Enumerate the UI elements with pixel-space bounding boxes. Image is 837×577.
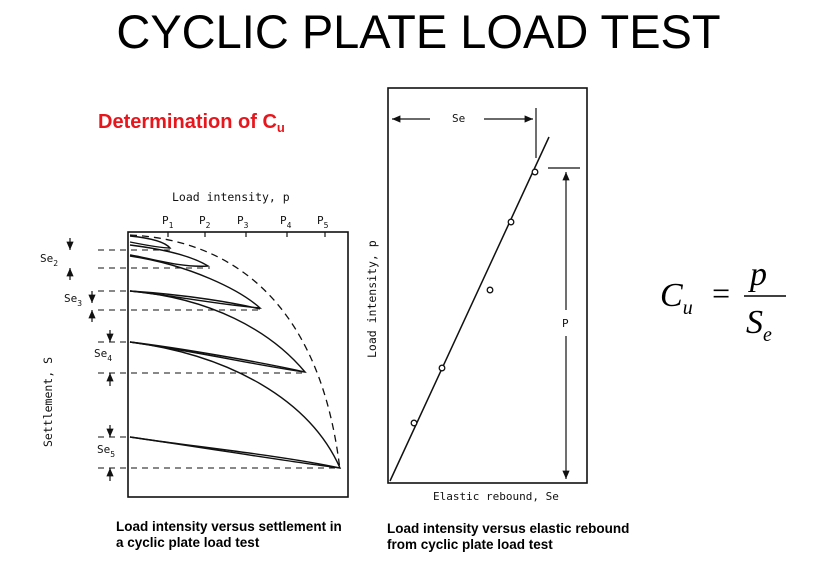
rebound-dimension-arrows: [66, 238, 114, 481]
rebound-y-axis-label: Load intensity, p: [365, 240, 379, 358]
data-point: [410, 419, 418, 427]
envelope-curve: [129, 234, 341, 471]
rebound-label-se2: Se2: [40, 252, 58, 268]
rebound-x-axis-label: Elastic rebound, Se: [433, 490, 559, 503]
rebound-data-points: [410, 168, 539, 427]
rebound-label-se5: Se5: [97, 443, 115, 459]
caption-line: Load intensity versus elastic rebound: [387, 521, 630, 536]
section-subtitle: Determination of Cu: [98, 111, 285, 135]
settlement-chart: Load intensity, p P1 P2 P3 P4 P5 Settlem…: [40, 190, 349, 498]
caption-line: Load intensity versus settlement in: [116, 519, 342, 534]
se-dimension-label: Se: [452, 112, 465, 125]
rebound-reference-lines: [98, 249, 340, 469]
rebound-label-se3: Se3: [64, 292, 82, 308]
p-dimension-label: P: [562, 317, 569, 330]
settlement-chart-frame: [127, 231, 349, 498]
subtitle-main: Determination of C: [98, 111, 277, 133]
settlement-chart-caption: Load intensity versus settlement in a cy…: [116, 519, 376, 551]
load-tick-p1: P1: [162, 214, 174, 230]
cycle-loops: [129, 235, 342, 469]
formula-lhs: Cu: [660, 277, 693, 319]
caption-line: a cyclic plate load test: [116, 535, 260, 550]
cu-formula: Cu = p Se: [660, 256, 786, 346]
rebound-chart-frame: [387, 87, 588, 484]
data-point: [531, 168, 539, 176]
rebound-chart: Se P Load intensity, p Elastic rebound, …: [365, 87, 588, 503]
data-point: [486, 286, 494, 294]
rebound-chart-caption: Load intensity versus elastic rebound fr…: [387, 521, 667, 553]
rebound-labels: Se2 Se3 Se4 Se5: [40, 252, 115, 459]
load-tick-p2: P2: [199, 214, 211, 230]
load-tick-p3: P3: [237, 214, 249, 230]
subtitle-subscript: u: [276, 120, 285, 135]
load-tick-labels: P1 P2 P3 P4 P5: [162, 214, 329, 230]
load-tick-p4: P4: [280, 214, 292, 230]
load-intensity-axis-label: Load intensity, p: [172, 190, 290, 204]
formula-equals: =: [710, 275, 732, 311]
rebound-trend-line: [389, 136, 550, 482]
data-point: [438, 364, 446, 372]
settlement-axis-label: Settlement, S: [41, 357, 55, 447]
load-tick-marks: [167, 232, 326, 237]
load-tick-p5: P5: [317, 214, 329, 230]
formula-numerator: p: [748, 256, 767, 293]
caption-line: from cyclic plate load test: [387, 537, 553, 552]
slide-title: CYCLIC PLATE LOAD TEST: [116, 5, 721, 58]
rebound-label-se4: Se4: [94, 347, 112, 363]
formula-denominator: Se: [746, 304, 772, 346]
data-point: [507, 218, 515, 226]
